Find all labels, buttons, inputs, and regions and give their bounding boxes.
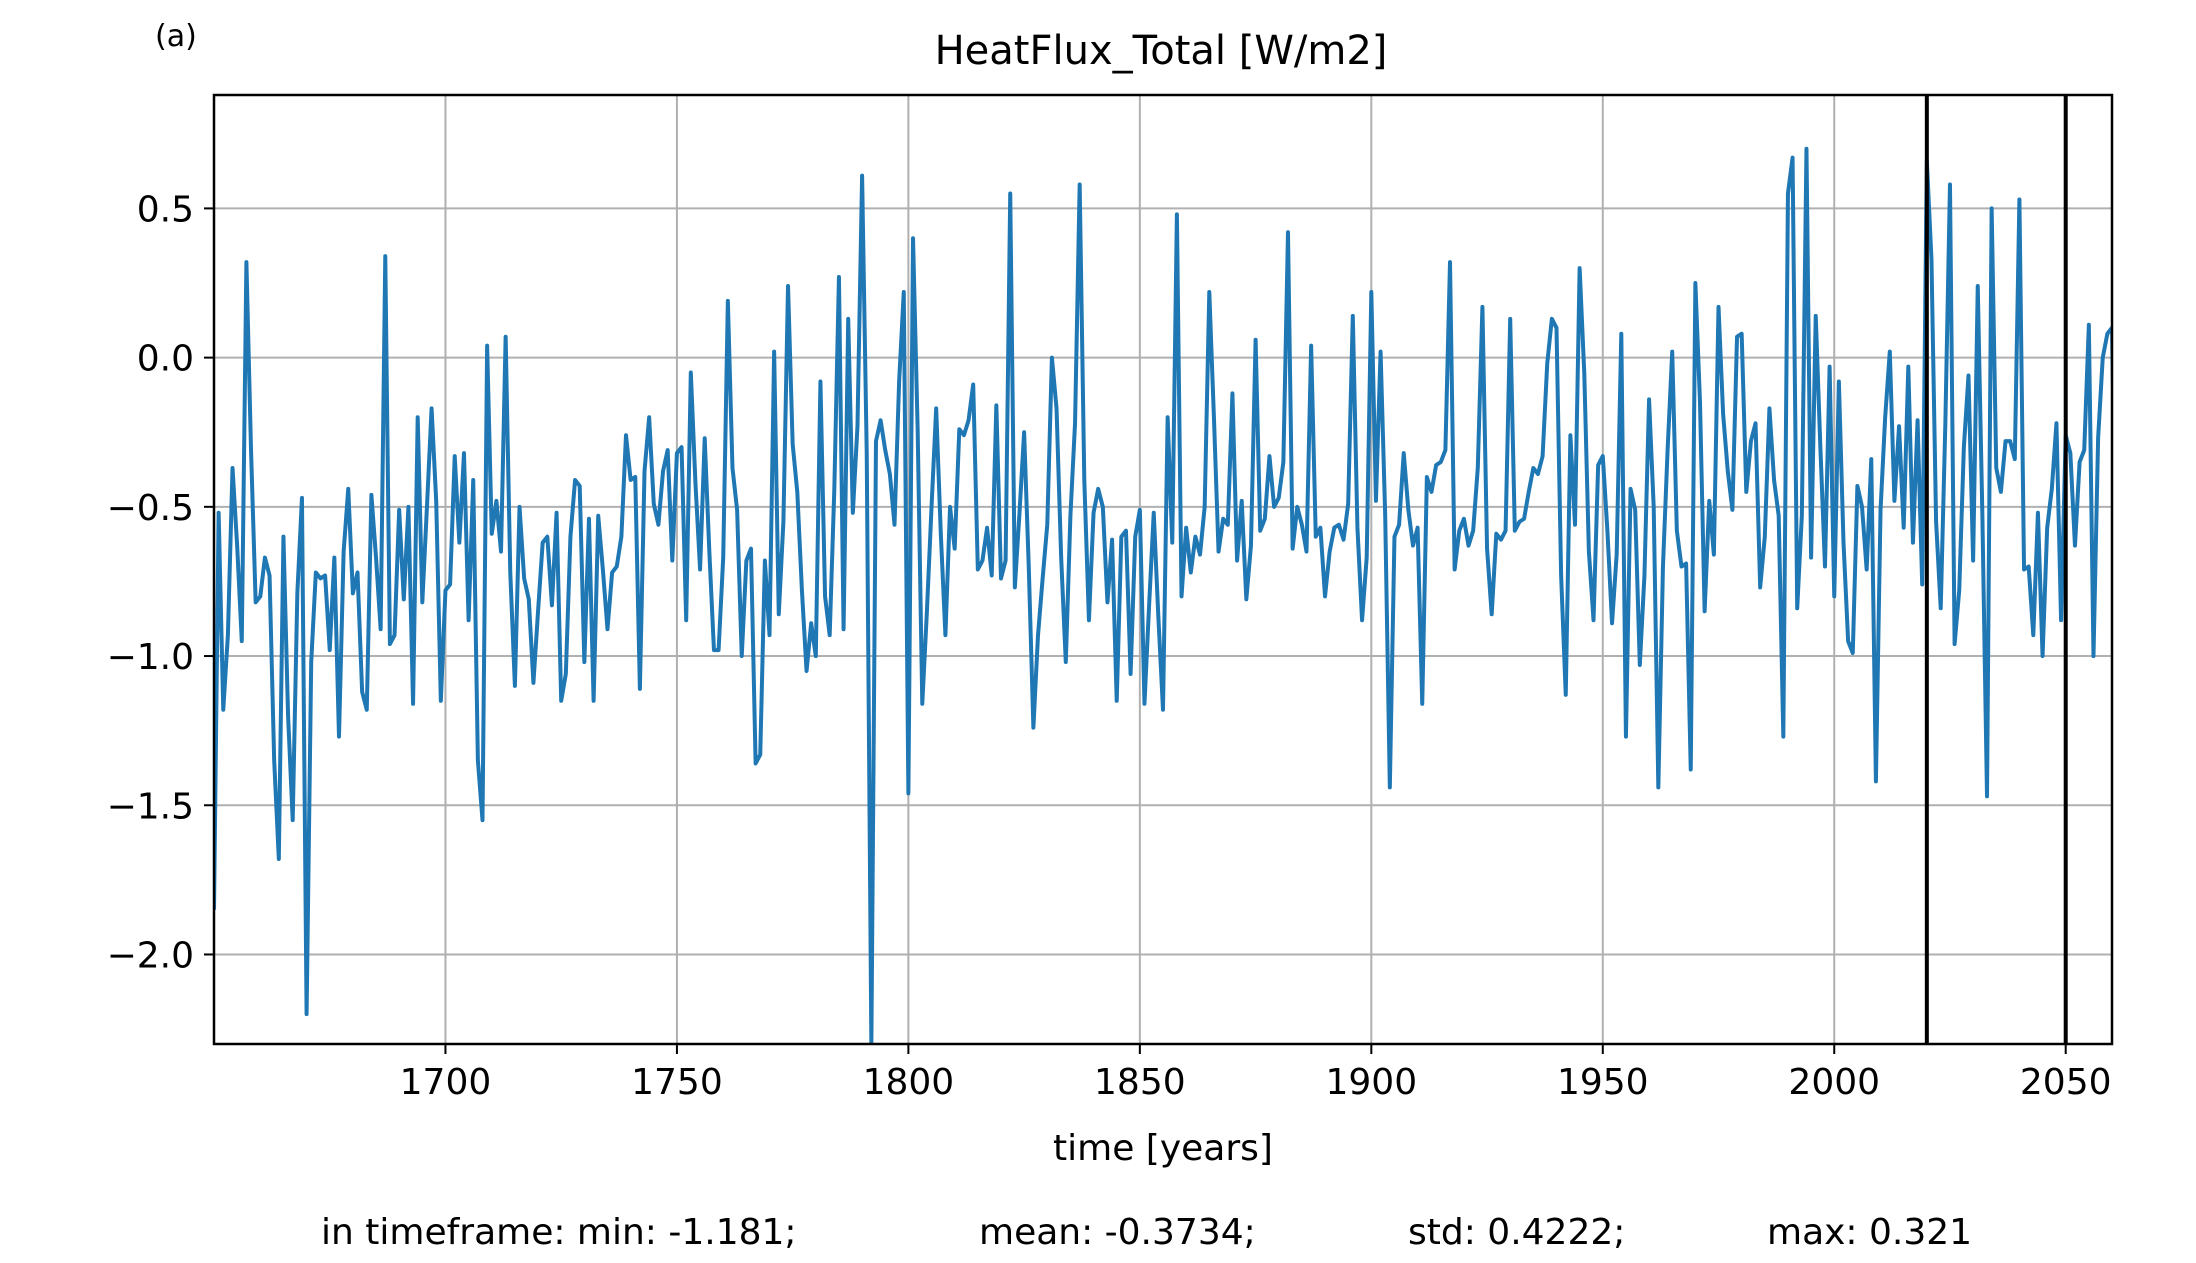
- y-tick-label: −2.0: [107, 935, 194, 976]
- x-tick-label: 2050: [2020, 1062, 2112, 1103]
- y-tick-label: −1.0: [107, 637, 194, 678]
- x-tick-label: 1950: [1557, 1062, 1649, 1103]
- stat-max: max: 0.321: [1767, 1212, 1972, 1253]
- x-tick-label: 1700: [400, 1062, 492, 1103]
- plot-frame: [212, 93, 2114, 1046]
- chart-title: HeatFlux_Total [W/m2]: [935, 28, 1388, 74]
- data-line-group: [214, 146, 2112, 1044]
- y-tick-label: −0.5: [107, 488, 194, 529]
- grid-lines: [214, 95, 2112, 1044]
- y-tick-group: 0.5 0.0 −0.5 −1.0 −1.5 −2.0: [107, 189, 214, 976]
- stat-min: in timeframe: min: -1.181;: [321, 1212, 797, 1253]
- y-tick-label: 0.0: [137, 339, 194, 380]
- x-tick-label: 1800: [863, 1062, 955, 1103]
- x-tick-label: 1750: [631, 1062, 723, 1103]
- x-tick-label: 1900: [1326, 1062, 1418, 1103]
- x-tick-label: 1850: [1094, 1062, 1186, 1103]
- series-line-0: [214, 146, 2112, 1044]
- vertical-marker-group: [1924, 95, 2068, 1044]
- y-tick-label: −1.5: [107, 786, 194, 827]
- x-tick-group: 1700 1750 1800 1850 1900 1950 2000 2050: [400, 1044, 2112, 1103]
- x-axis-label: time [years]: [1053, 1128, 1273, 1169]
- stat-mean: mean: -0.3734;: [979, 1212, 1256, 1253]
- stat-std: std: 0.4222;: [1408, 1212, 1625, 1253]
- x-tick-label: 2000: [1788, 1062, 1880, 1103]
- y-tick-label: 0.5: [137, 189, 194, 230]
- panel-label: (a): [155, 19, 197, 54]
